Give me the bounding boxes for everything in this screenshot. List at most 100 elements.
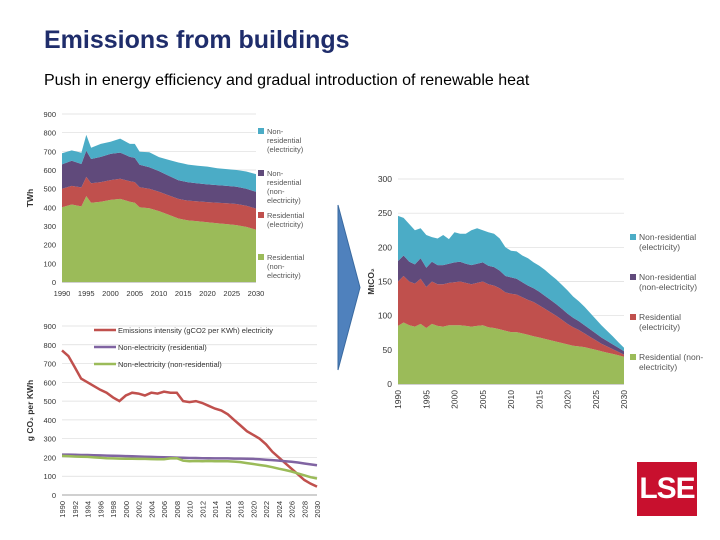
twh-legend-label-line: (non-	[267, 187, 285, 196]
intensity-x-tick-label: 2024	[275, 501, 284, 518]
twh-y-tick-label: 400	[43, 203, 56, 212]
intensity-x-tick-label: 2012	[198, 501, 207, 518]
intensity-legend-label: Non-electricity (non-residential)	[118, 360, 222, 369]
mtco2-legend-label-line: electricity)	[639, 362, 677, 372]
intensity-x-tick-label: 1994	[84, 501, 93, 518]
twh-y-tick-label: 500	[43, 185, 56, 194]
twh-y-tick-label: 200	[43, 241, 56, 250]
twh-x-tick-label: 2000	[102, 289, 119, 298]
twh-legend-label-line: electricity)	[267, 271, 301, 280]
twh-legend-label-line: residential	[267, 136, 302, 145]
twh-x-tick-label: 1990	[54, 289, 71, 298]
intensity-y-tick-label: 600	[43, 378, 56, 387]
intensity-legend-label: Non-electricity (residential)	[118, 343, 207, 352]
mtco2-legend-label: Non-residential (electricity)	[639, 232, 696, 252]
mtco2-y-tick-label: 300	[378, 174, 392, 184]
intensity-x-tick-label: 2010	[186, 501, 195, 518]
twh-legend-label: Non-residential (electricity)	[267, 127, 304, 154]
mtco2-y-tick-label: 100	[378, 311, 392, 321]
mtco2-legend-swatch	[630, 354, 636, 360]
twh-y-tick-label: 900	[43, 110, 56, 119]
intensity-x-tick-label: 2002	[135, 501, 144, 518]
mtco2-y-tick-label: 150	[378, 277, 392, 287]
twh-x-tick-label: 2025	[223, 289, 240, 298]
intensity-y-tick-label: 200	[43, 453, 56, 462]
mtco2-legend-swatch	[630, 234, 636, 240]
mtco2-y-tick-label: 200	[378, 242, 392, 252]
intensity-y-tick-label: 900	[43, 322, 56, 331]
twh-legend-label-line: (electricity)	[267, 220, 304, 229]
mtco2-y-axis-label: MtCO₂	[366, 268, 376, 295]
twh-y-tick-label: 700	[43, 147, 56, 156]
intensity-y-tick-label: 500	[43, 397, 56, 406]
intensity-x-tick-label: 1990	[58, 501, 67, 518]
twh-x-tick-label: 2005	[126, 289, 143, 298]
mtco2-area-series-3	[398, 215, 624, 352]
intensity-line-series-0	[61, 349, 318, 488]
twh-y-tick-label: 100	[43, 259, 56, 268]
twh-x-tick-label: 1995	[78, 289, 95, 298]
twh-legend-label: Non-residential (non-electricity)	[267, 169, 302, 205]
mtco2-x-tick-label: 2030	[619, 390, 629, 409]
intensity-x-tick-label: 2000	[122, 501, 131, 518]
mtco2-legend-label-line: Non-residential	[639, 272, 696, 282]
mtco2-y-tick-label: 250	[378, 208, 392, 218]
mtco2-legend-label-line: Residential	[639, 312, 681, 322]
mtco2-x-tick-label: 2025	[591, 390, 601, 409]
intensity-x-tick-label: 2018	[237, 501, 246, 518]
twh-legend-label-line: Non-	[267, 127, 284, 136]
intensity-x-tick-label: 2004	[147, 501, 156, 518]
transition-arrow	[337, 204, 361, 371]
mtco2-legend-label: Non-residential (non-electricity)	[639, 272, 697, 292]
twh-area-series-3	[62, 134, 256, 192]
twh-x-tick-label: 2010	[151, 289, 168, 298]
mtco2-x-tick-label: 2020	[563, 390, 573, 409]
twh-legend-label-line: Non-	[267, 169, 284, 178]
mtco2-legend-swatch	[630, 274, 636, 280]
mtco2-x-tick-label: 2010	[506, 390, 516, 409]
mtco2-legend-label: Residential (electricity)	[639, 312, 681, 332]
twh-area-series-2	[62, 150, 256, 209]
intensity-x-tick-label: 2026	[288, 501, 297, 518]
intensity-y-tick-label: 0	[52, 491, 56, 500]
intensity-x-tick-label: 2028	[300, 501, 309, 518]
mtco2-x-tick-label: 1995	[421, 390, 431, 409]
mtco2-legend-label-line: Residential (non-	[639, 352, 703, 362]
mtco2-x-tick-label: 2005	[478, 390, 488, 409]
mtco2-legend-label-line: (electricity)	[639, 322, 680, 332]
twh-y-axis-label: TWh	[25, 189, 35, 207]
twh-legend-label-line: electricity)	[267, 196, 301, 205]
mtco2-area-series-1	[398, 276, 624, 357]
twh-x-tick-label: 2030	[248, 289, 265, 298]
twh-legend-swatch	[258, 212, 264, 218]
twh-legend-label-line: (electricity)	[267, 145, 304, 154]
twh-area-series-0	[62, 196, 256, 282]
mtco2-legend-label-line: (electricity)	[639, 242, 680, 252]
twh-legend-label-line: (non-	[267, 262, 285, 271]
intensity-y-tick-label: 400	[43, 416, 56, 425]
twh-x-tick-label: 2020	[199, 289, 216, 298]
intensity-y-tick-label: 300	[43, 435, 56, 444]
mtco2-legend-swatch	[630, 314, 636, 320]
intensity-line-series-1	[62, 453, 318, 467]
mtco2-area-series-2	[398, 255, 624, 355]
twh-y-tick-label: 800	[43, 129, 56, 138]
intensity-x-tick-label: 2020	[249, 501, 258, 518]
intensity-x-tick-label: 2016	[224, 501, 233, 518]
twh-area-series-1	[62, 176, 256, 230]
intensity-y-axis-label: g CO₂ per KWh	[25, 380, 35, 441]
twh-legend-swatch	[258, 254, 264, 260]
intensity-line-series-2	[61, 454, 318, 480]
intensity-x-tick-label: 1992	[71, 501, 80, 518]
intensity-x-tick-label: 2006	[160, 501, 169, 518]
page-title: Emissions from buildings	[44, 26, 350, 54]
lse-logo: LSE	[637, 462, 697, 516]
intensity-x-tick-label: 1996	[96, 501, 105, 518]
twh-legend-label: Residential (electricity)	[267, 211, 304, 229]
mtco2-legend-label-line: Non-residential	[639, 232, 696, 242]
page-subtitle: Push in energy efficiency and gradual in…	[44, 72, 530, 89]
lse-logo-text: LSE	[639, 472, 695, 505]
intensity-y-tick-label: 700	[43, 360, 56, 369]
twh-x-tick-label: 2015	[175, 289, 192, 298]
twh-legend-label-line: Residential	[267, 253, 304, 262]
